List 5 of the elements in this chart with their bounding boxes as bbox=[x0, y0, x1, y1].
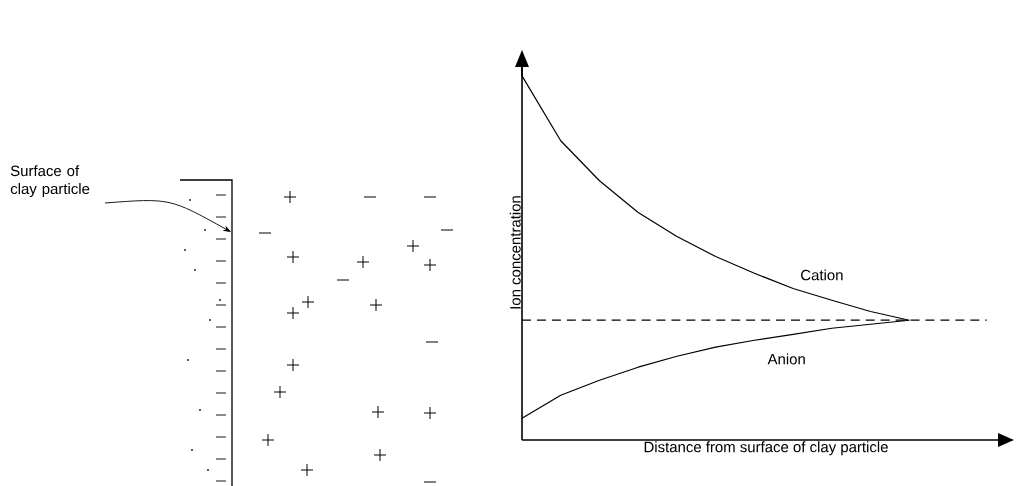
series-label: Anion bbox=[767, 353, 805, 365]
x-axis-title: Distance from surface of clay particle bbox=[644, 441, 888, 456]
series-label: Cation bbox=[801, 269, 843, 281]
text: Surface of clay particle bbox=[10, 165, 90, 198]
y-axis-title: Ion concentration bbox=[509, 196, 521, 309]
